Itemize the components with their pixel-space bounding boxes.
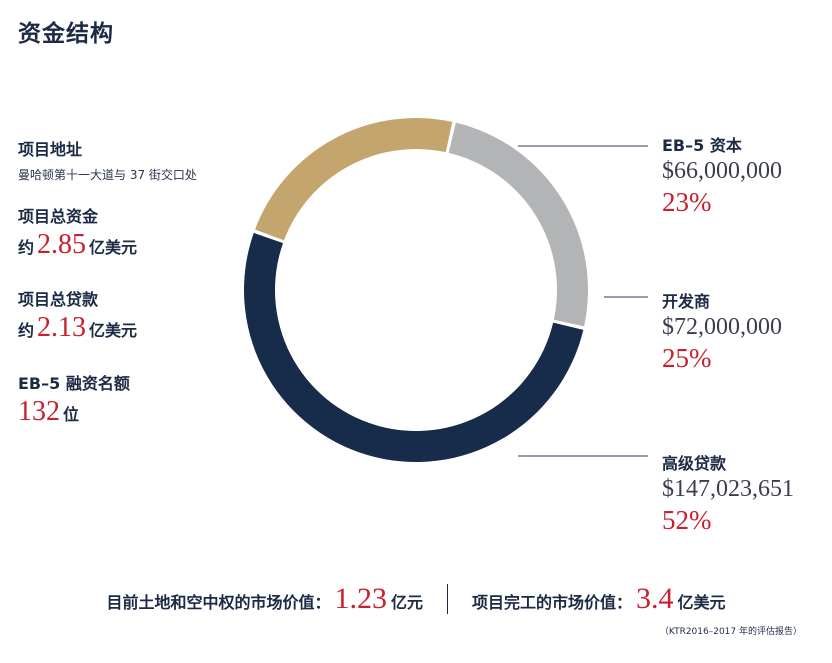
legend-senior-loan-percent: 52%	[662, 505, 712, 535]
address-label: 项目地址	[18, 140, 83, 159]
land-value: 1.23	[334, 582, 387, 615]
legend-developer: 开发商 $72,000,000 25%	[662, 288, 782, 374]
completed-value-unit: 亿美元	[677, 593, 726, 612]
total-loan-unit: 亿美元	[89, 321, 138, 340]
eb5-quota-label: EB–5 融资名额	[18, 374, 130, 393]
donut-slice-senior-loan	[243, 232, 584, 462]
page-title: 资金结构	[18, 21, 114, 47]
address-block: 项目地址 曼哈顿第十一大道与 37 街交口处	[18, 136, 197, 183]
address-value: 曼哈顿第十一大道与 37 街交口处	[18, 168, 197, 182]
total-loan-prefix: 约	[18, 321, 35, 340]
total-capital-unit: 亿美元	[89, 238, 138, 257]
legend-eb5-amount: $66,000,000	[662, 158, 782, 184]
legend-eb5: EB–5 资本 $66,000,000 23%	[662, 132, 782, 218]
total-loan-block: 项目总贷款 约 2.13 亿美元	[18, 286, 137, 344]
legend-eb5-percent: 23%	[662, 187, 712, 217]
total-capital-value: 2.85	[37, 229, 87, 260]
legend-senior-loan-amount: $147,023,651	[662, 476, 794, 502]
total-capital-block: 项目总资金 约 2.85 亿美元	[18, 203, 137, 261]
legend-developer-amount: $72,000,000	[662, 314, 782, 340]
total-capital-prefix: 约	[18, 238, 35, 257]
source-note: （KTR2016–2017 年的评估报告）	[659, 627, 802, 637]
eb5-quota-block: EB–5 融资名额 132 位	[18, 370, 130, 428]
bottom-bar: 目前土地和空中权的市场价值： 1.23 亿元 项目完工的市场价值： 3.4 亿美元	[0, 582, 832, 616]
total-loan-label: 项目总贷款	[18, 290, 99, 309]
total-capital-label: 项目总资金	[18, 207, 99, 226]
eb5-quota-unit: 位	[63, 405, 80, 424]
eb5-quota-value: 132	[18, 396, 60, 427]
legend-senior-loan: 高级贷款 $147,023,651 52%	[662, 450, 794, 536]
total-loan-value: 2.13	[37, 312, 87, 343]
land-value-label: 目前土地和空中权的市场价值：	[106, 593, 331, 612]
bottom-divider	[447, 584, 448, 614]
legend-eb5-name: EB–5 资本	[662, 136, 742, 155]
legend-developer-percent: 25%	[662, 343, 712, 373]
completed-value: 3.4	[636, 582, 674, 615]
donut-slice-developer	[448, 122, 588, 327]
donut-slice-eb5	[254, 118, 453, 241]
legend-developer-name: 开发商	[662, 292, 711, 311]
completed-value-label: 项目完工的市场价值：	[472, 593, 633, 612]
land-value-unit: 亿元	[390, 593, 423, 612]
legend-senior-loan-name: 高级贷款	[662, 454, 727, 473]
